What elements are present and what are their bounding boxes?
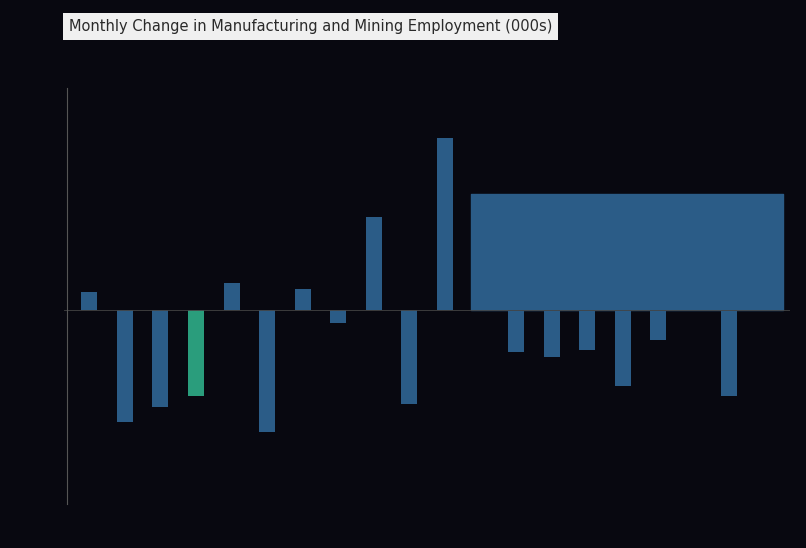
Bar [117,310,133,421]
Bar [330,310,347,323]
Bar [437,138,453,310]
Bar [472,196,488,310]
Bar [366,217,382,310]
Bar [650,310,667,340]
Bar [223,283,239,310]
Bar [152,310,168,407]
Bar [615,310,631,386]
Bar [81,292,98,310]
Bar [721,310,737,396]
Bar [580,310,595,350]
Bar [295,289,311,310]
Bar [188,310,204,396]
Bar [401,310,418,404]
Bar [508,310,524,352]
Bar [260,310,275,432]
Bar [543,310,559,357]
Text: Monthly Change in Manufacturing and Mining Employment (000s): Monthly Change in Manufacturing and Mini… [69,19,552,34]
Bar [686,210,702,310]
